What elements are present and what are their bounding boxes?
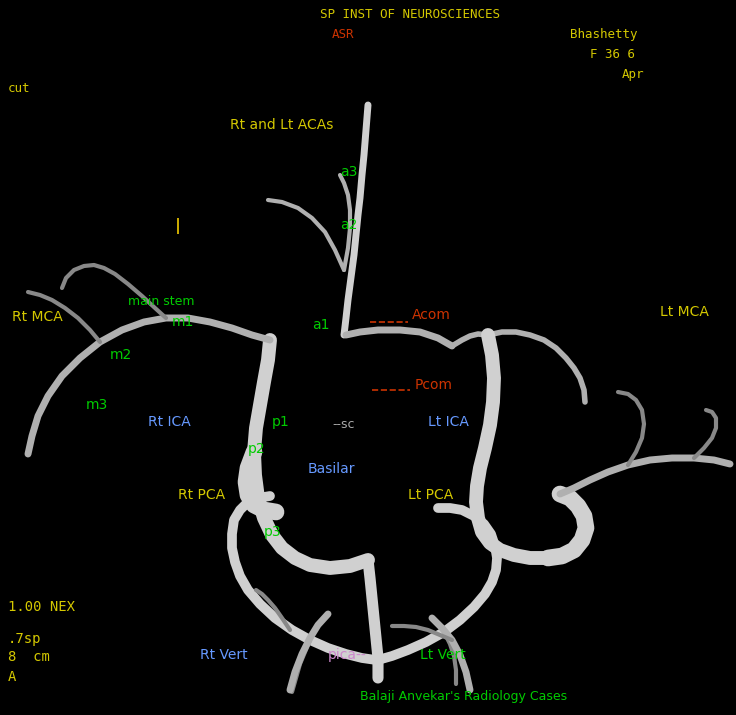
Text: pica--: pica-- <box>328 648 367 662</box>
Text: SP INST OF NEUROSCIENCES: SP INST OF NEUROSCIENCES <box>320 8 500 21</box>
Text: Basilar: Basilar <box>308 462 355 476</box>
Text: Rt MCA: Rt MCA <box>12 310 63 324</box>
Text: Rt and Lt ACAs: Rt and Lt ACAs <box>230 118 333 132</box>
Text: Lt ICA: Lt ICA <box>428 415 469 429</box>
Text: Lt Vert: Lt Vert <box>420 648 466 662</box>
Text: Balaji Anvekar's Radiology Cases: Balaji Anvekar's Radiology Cases <box>360 690 567 703</box>
Text: m2: m2 <box>110 348 132 362</box>
Text: Pcom: Pcom <box>415 378 453 392</box>
Text: Bhashetty: Bhashetty <box>570 28 637 41</box>
Text: Rt PCA: Rt PCA <box>178 488 225 502</box>
Text: Apr: Apr <box>622 68 645 81</box>
Text: ASR: ASR <box>332 28 355 41</box>
Text: A: A <box>8 670 16 684</box>
Text: 1.00 NEX: 1.00 NEX <box>8 600 75 614</box>
Text: --sc: --sc <box>332 418 355 431</box>
Text: m1: m1 <box>172 315 194 329</box>
Text: Rt ICA: Rt ICA <box>148 415 191 429</box>
Text: F 36 6: F 36 6 <box>590 48 635 61</box>
Text: Rt Vert: Rt Vert <box>200 648 247 662</box>
Text: p3: p3 <box>264 525 282 539</box>
Text: a3: a3 <box>340 165 358 179</box>
Text: .7sp: .7sp <box>8 632 41 646</box>
Text: a1: a1 <box>312 318 330 332</box>
Text: m3: m3 <box>86 398 108 412</box>
Text: cut: cut <box>8 82 30 95</box>
Text: Lt PCA: Lt PCA <box>408 488 453 502</box>
Text: 8  cm: 8 cm <box>8 650 50 664</box>
Text: Lt MCA: Lt MCA <box>660 305 709 319</box>
Text: a2: a2 <box>340 218 358 232</box>
Text: p2: p2 <box>248 442 266 456</box>
Text: main stem: main stem <box>128 295 194 308</box>
Text: Acom: Acom <box>412 308 451 322</box>
Text: I: I <box>175 218 181 238</box>
Text: p1: p1 <box>272 415 290 429</box>
